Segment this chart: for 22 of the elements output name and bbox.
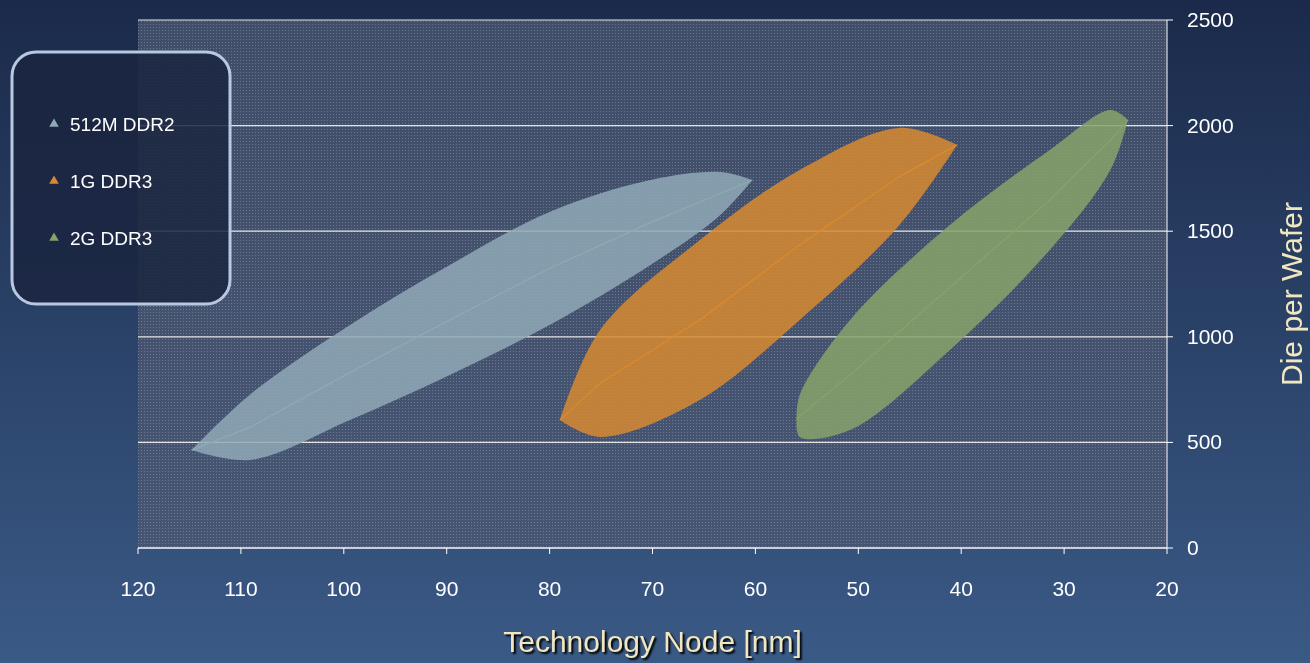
y-tick-label: 2000 <box>1187 113 1234 137</box>
legend-label: 1G DDR3 <box>70 171 153 192</box>
y-tick-label: 1500 <box>1187 219 1234 243</box>
legend-label: 2G DDR3 <box>70 228 153 249</box>
y-tick-label: 1000 <box>1187 324 1234 348</box>
x-tick-label: 60 <box>743 577 768 600</box>
x-axis-title: Technology Node [nm] <box>503 625 802 658</box>
x-tick-label: 50 <box>846 577 870 600</box>
legend-label: 512M DDR2 <box>70 114 175 135</box>
x-tick-label: 110 <box>224 577 258 600</box>
x-tick-label: 100 <box>326 577 362 600</box>
x-tick-label: 30 <box>1052 577 1076 600</box>
x-tick-label: 80 <box>537 577 562 600</box>
y-tick-label: 2500 <box>1187 8 1234 31</box>
x-tick-label: 70 <box>640 577 665 600</box>
y-tick-label: 0 <box>1187 536 1199 559</box>
x-tick-label: 40 <box>949 577 973 600</box>
x-tick-label: 20 <box>1155 577 1179 600</box>
y-axis-title: Die per Wafer <box>1275 202 1308 386</box>
y-tick-label: 500 <box>1187 430 1223 454</box>
x-tick-label: 120 <box>120 577 156 600</box>
x-tick-label: 90 <box>435 577 459 600</box>
